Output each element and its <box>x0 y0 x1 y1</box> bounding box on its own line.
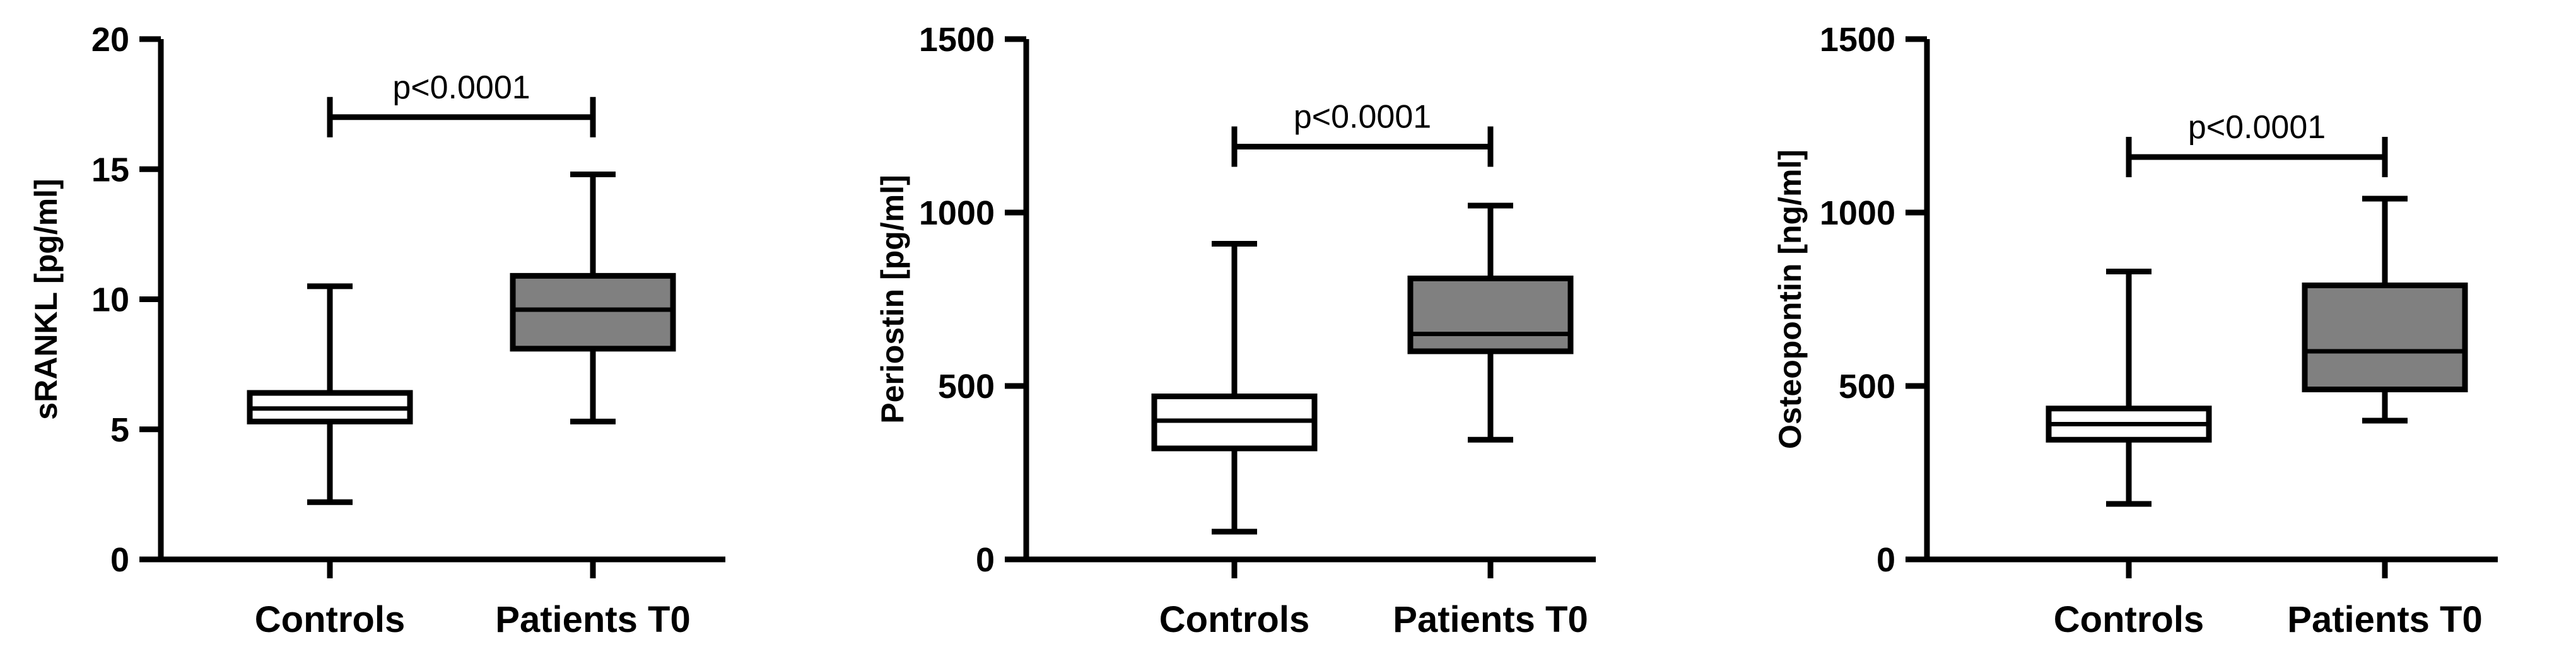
x-category-label: Patients T0 <box>495 599 690 640</box>
box-plot-controls <box>247 283 413 505</box>
x-category-label: Controls <box>1159 599 1309 640</box>
x-category-label: Controls <box>2054 599 2204 640</box>
y-axis-label: Osteopontin [ng/ml] <box>1772 149 1808 449</box>
osteopontin-panel: 0 500 1000 1500 Osteopontin [ng/ml] Controls P… <box>1772 21 2498 640</box>
y-tick-label: 1000 <box>919 194 995 232</box>
x-category-label: Controls <box>255 599 405 640</box>
y-tick-label: 500 <box>938 368 995 406</box>
y-tick-label: 20 <box>91 21 129 59</box>
box-plot-patients-t0 <box>1407 202 1574 443</box>
srankl-panel: 0 5 10 15 20 sRANKL [pg/ml] Controls Patients T… <box>28 21 725 640</box>
y-tick-label: 15 <box>91 151 129 189</box>
y-tick-label: 0 <box>1876 541 1895 579</box>
y-tick-label: 1500 <box>919 21 995 59</box>
iqr-box <box>510 272 676 352</box>
box-plot-patients-t0 <box>510 172 676 424</box>
y-tick-label: 5 <box>110 411 129 449</box>
y-axis-label: Periostin [pg/ml] <box>875 175 910 423</box>
x-category-label: Patients T0 <box>2287 599 2482 640</box>
y-tick-label: 10 <box>91 281 129 319</box>
y-tick-label: 0 <box>110 541 129 579</box>
significance-label: p<0.0001 <box>1294 99 1431 136</box>
box-plot-patients-t0 <box>2302 196 2468 424</box>
significance-label: p<0.0001 <box>2188 109 2326 146</box>
significance-label: p<0.0001 <box>392 69 530 106</box>
box-plot-controls <box>2046 269 2212 507</box>
iqr-box <box>2302 283 2468 392</box>
periostin-panel: 0 500 1000 1500 Periostin [pg/ml] Controls Pat… <box>875 21 1596 640</box>
box-plot-controls <box>1151 241 1318 535</box>
y-tick-label: 0 <box>976 541 995 579</box>
x-category-label: Patients T0 <box>1393 599 1588 640</box>
y-tick-label: 500 <box>1839 368 1895 406</box>
y-tick-label: 1000 <box>1820 194 1895 232</box>
iqr-box <box>1407 276 1574 354</box>
y-axis-label: sRANKL [pg/ml] <box>28 178 64 419</box>
y-tick-label: 1500 <box>1820 21 1895 59</box>
